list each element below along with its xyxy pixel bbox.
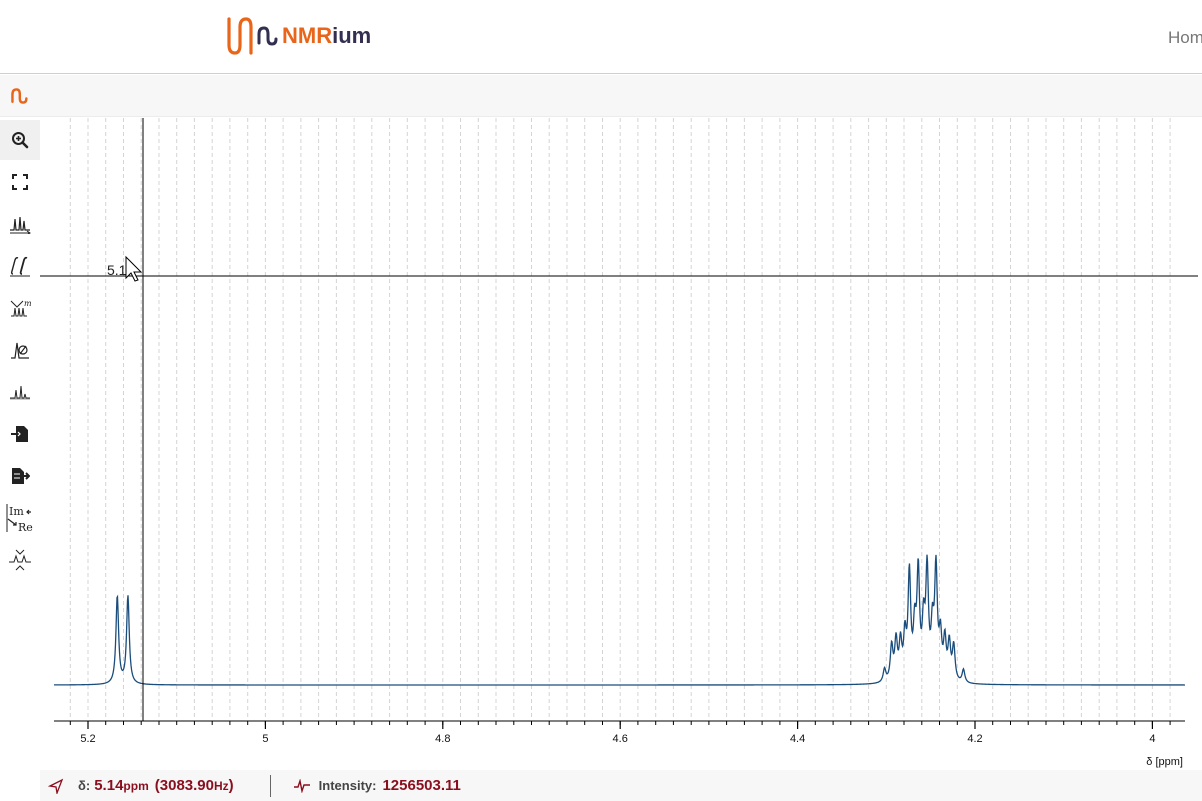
hz-value: 3083.90 (159, 777, 214, 794)
delta-value: 5.14 (94, 777, 124, 794)
import-tool-button[interactable] (0, 414, 40, 454)
nmrium-menu-icon[interactable] (10, 87, 28, 105)
tools-toolbar: m Im Re (0, 118, 40, 768)
delta-unit: ppm (123, 778, 149, 793)
export-file-icon (12, 468, 30, 484)
x-tick-label: 4.2 (967, 733, 982, 745)
phase-correction-tool-button[interactable] (0, 330, 40, 370)
integral-tool-button[interactable] (0, 246, 40, 286)
x-tick-label: 4 (1149, 733, 1155, 745)
exclusion-zone-tool-button[interactable] (0, 540, 40, 580)
svg-text:m: m (24, 299, 31, 308)
x-tick-label: 5.2 (80, 733, 95, 745)
panel-resize-handle[interactable]: ⋮ (1198, 468, 1202, 482)
x-axis-label: δ [ppm] (1146, 756, 1183, 768)
home-link[interactable]: Hom (1168, 28, 1202, 47)
real-imaginary-tool-button[interactable]: Im Re (0, 498, 40, 538)
zoom-in-icon (12, 132, 29, 149)
nmrium-small-mark-icon (257, 26, 278, 46)
logo-text-nmr: NMR (282, 23, 333, 48)
crosshair-ppm-label: 5.1 (107, 262, 127, 278)
multiplet-icon: m (10, 299, 31, 317)
hz-close: ) (228, 777, 234, 794)
baseline-icon (10, 385, 30, 400)
spectrum-plot-area[interactable]: 5.2 5 4.8 4.6 4.4 4.2 4 δ [ppm] 5.1 (40, 118, 1198, 770)
fullscreen-icon (12, 174, 28, 190)
mouse-cursor-icon (125, 255, 143, 282)
nmrium-logo[interactable]: NMRium (226, 14, 371, 58)
exclusion-zone-icon (9, 549, 31, 571)
hz-open: ( (154, 777, 160, 794)
phase-correction-icon (11, 342, 29, 359)
status-bar: δ: 5.14 ppm ( 3083.90 Hz ) Intensity: 12… (40, 770, 1202, 801)
x-axis: 5.2 5 4.8 4.6 4.4 4.2 4 (54, 720, 1185, 745)
intensity-value: 1256503.11 (382, 777, 461, 794)
full-zoom-tool-button[interactable] (0, 162, 40, 202)
baseline-correction-tool-button[interactable] (0, 372, 40, 412)
im-label: Im (9, 505, 24, 518)
status-separator (269, 774, 271, 797)
x-tick-label: 4.6 (613, 733, 628, 745)
integral-icon (10, 256, 30, 277)
nmrium-logo-icon (227, 17, 253, 55)
multiplet-analysis-tool-button[interactable]: m (0, 288, 40, 328)
peaks-icon (10, 216, 31, 234)
cursor-position-icon (48, 778, 64, 794)
delta-label: δ: (78, 778, 91, 793)
x-tick-label: 4.8 (435, 733, 450, 745)
export-tool-button[interactable] (0, 456, 40, 496)
panel-header-bar (0, 75, 1202, 117)
zoom-tool-button[interactable] (0, 120, 40, 160)
spectrum-line (54, 554, 1185, 686)
hz-unit: Hz (214, 778, 229, 793)
peak-picking-tool-button[interactable] (0, 204, 40, 244)
intensity-label: Intensity: (318, 778, 377, 793)
real-imaginary-icon: Im Re (6, 504, 33, 534)
plot-grid (69, 118, 1171, 718)
import-file-icon (11, 426, 28, 442)
x-tick-label: 5 (262, 733, 268, 745)
intensity-icon (293, 778, 310, 793)
x-tick-label: 4.4 (790, 733, 805, 745)
re-label: Re (18, 521, 33, 534)
app-header: NMRium Hom (0, 0, 1202, 74)
logo-text-ium: ium (332, 23, 372, 48)
logo-text: NMRium (282, 23, 371, 49)
